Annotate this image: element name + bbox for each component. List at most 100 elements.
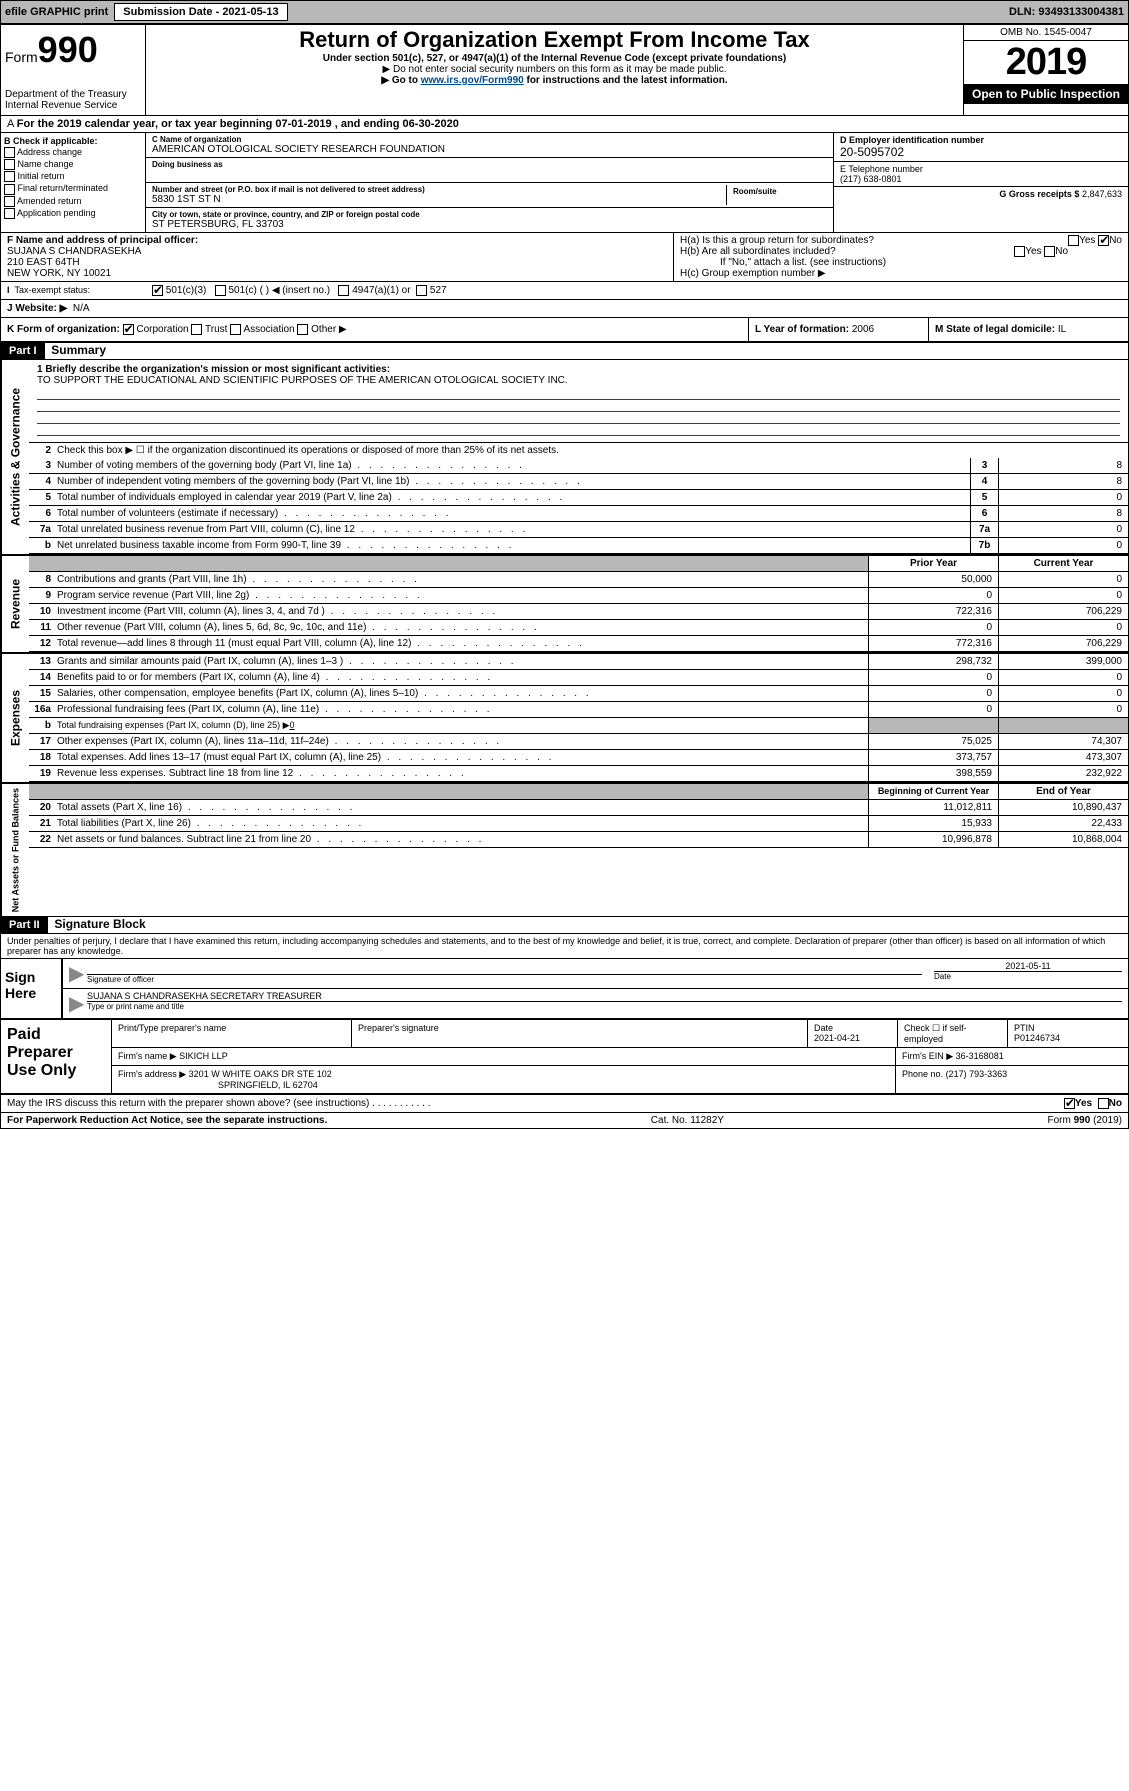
mission-text: TO SUPPORT THE EDUCATIONAL AND SCIENTIFI… <box>37 375 568 386</box>
j-label: J Website: ▶ <box>7 303 67 314</box>
preparer-name-hdr: Print/Type preparer's name <box>112 1020 352 1047</box>
i-label: Tax-exempt status: <box>15 285 91 295</box>
501c3: 501(c)(3) <box>166 285 207 296</box>
summary-row: 16a Professional fundraising fees (Part … <box>29 702 1128 718</box>
b-application: Application pending <box>17 208 96 218</box>
g-label: G Gross receipts $ <box>999 189 1079 199</box>
goto-note: ▶ Go to www.irs.gov/Form990 for instruct… <box>150 75 959 86</box>
k-other: Other ▶ <box>311 324 346 335</box>
col-c: C Name of organization AMERICAN OTOLOGIC… <box>146 133 833 232</box>
summary-row: 15 Salaries, other compensation, employe… <box>29 686 1128 702</box>
omb-number: OMB No. 1545-0047 <box>964 25 1128 41</box>
summary-row: 8 Contributions and grants (Part VIII, l… <box>29 572 1128 588</box>
firm-name-label: Firm's name ▶ <box>118 1051 177 1061</box>
c-name-label: C Name of organization <box>152 135 827 144</box>
summary-row: b Net unrelated business taxable income … <box>29 538 1128 554</box>
sign-here-label: Sign Here <box>1 959 61 1018</box>
efile-label: efile GRAPHIC print <box>5 6 108 18</box>
dln-label: DLN: 93493133004381 <box>1009 6 1124 18</box>
activities-section: Activities & Governance 1 Briefly descri… <box>1 360 1128 556</box>
goto-pre: ▶ Go to <box>381 75 420 86</box>
net-assets-section: Net Assets or Fund Balances Beginning of… <box>1 784 1128 917</box>
line2-text: Check this box ▶ ☐ if the organization d… <box>55 443 1128 458</box>
summary-row: 5 Total number of individuals employed i… <box>29 490 1128 506</box>
paid-preparer-label: Paid Preparer Use Only <box>1 1020 111 1093</box>
summary-row: 17 Other expenses (Part IX, column (A), … <box>29 734 1128 750</box>
form-container: Form990 Department of the Treasury Inter… <box>0 24 1129 1129</box>
calendar-year-row: A For the 2019 calendar year, or tax yea… <box>1 116 1128 133</box>
ssn-note: ▶ Do not enter social security numbers o… <box>150 64 959 75</box>
firm-name: SIKICH LLP <box>179 1051 228 1061</box>
goto-post: for instructions and the latest informat… <box>524 75 728 86</box>
sign-date-label: Date <box>934 972 1122 981</box>
firm-ein-label: Firm's EIN ▶ <box>902 1051 953 1061</box>
summary-row: 10 Investment income (Part VIII, column … <box>29 604 1128 620</box>
tax-year: 2019 <box>964 41 1128 84</box>
firm-addr2: SPRINGFIELD, IL 62704 <box>118 1080 318 1090</box>
side-net: Net Assets or Fund Balances <box>1 784 29 916</box>
section-fh: F Name and address of principal officer:… <box>1 233 1128 282</box>
m-label: M State of legal domicile: <box>935 324 1055 335</box>
discuss-yes: Yes <box>1075 1099 1092 1110</box>
501c: 501(c) ( ) ◀ (insert no.) <box>228 285 330 296</box>
summary-row: 9 Program service revenue (Part VIII, li… <box>29 588 1128 604</box>
part-i-header: Part I Summary <box>1 343 1128 360</box>
firm-phone-label: Phone no. <box>902 1069 943 1079</box>
submission-date-button[interactable]: Submission Date - 2021-05-13 <box>114 3 287 21</box>
revenue-section: Revenue Prior Year Current Year 8 Contri… <box>1 556 1128 654</box>
phone-value: (217) 638-0801 <box>840 174 1122 184</box>
sign-date: 2021-05-11 <box>934 961 1122 972</box>
part-ii-badge: Part II <box>1 917 48 933</box>
hb-label: H(b) Are all subordinates included? <box>680 246 836 257</box>
summary-row: 7a Total unrelated business revenue from… <box>29 522 1128 538</box>
b-label: B Check if applicable: <box>4 136 98 146</box>
summary-row: 22 Net assets or fund balances. Subtract… <box>29 832 1128 848</box>
col-begin: Beginning of Current Year <box>868 784 998 799</box>
website-row: J Website: ▶ N/A <box>1 300 1128 318</box>
form-id-footer: Form 990 (2019) <box>1048 1115 1122 1126</box>
summary-row: 19 Revenue less expenses. Subtract line … <box>29 766 1128 782</box>
gross-receipts: 2,847,633 <box>1082 189 1122 199</box>
preparer-sig-hdr: Preparer's signature <box>352 1020 808 1047</box>
form-990-number: 990 <box>38 29 98 70</box>
part-i-badge: Part I <box>1 343 45 359</box>
line16b-val: 0 <box>290 720 295 730</box>
top-toolbar: efile GRAPHIC print Submission Date - 20… <box>0 0 1129 24</box>
b-name-change: Name change <box>18 159 74 169</box>
line16b-text: Total fundraising expenses (Part IX, col… <box>57 720 290 730</box>
summary-row: 3 Number of voting members of the govern… <box>29 458 1128 474</box>
side-revenue: Revenue <box>1 556 29 652</box>
part-ii-header: Part II Signature Block <box>1 917 1128 934</box>
city-state-zip: ST PETERSBURG, FL 33703 <box>152 219 827 230</box>
dots: . . . . . . . . . . . <box>372 1098 430 1109</box>
open-inspection: Open to Public Inspection <box>964 84 1128 104</box>
f-label: F Name and address of principal officer: <box>7 235 198 246</box>
col-end: End of Year <box>998 784 1128 799</box>
org-name: AMERICAN OTOLOGICAL SOCIETY RESEARCH FOU… <box>152 144 827 155</box>
b-amended: Amended return <box>17 196 82 206</box>
side-activities: Activities & Governance <box>1 360 29 554</box>
discuss-question: May the IRS discuss this return with the… <box>7 1098 369 1109</box>
officer-printed-name: SUJANA S CHANDRASEKHA SECRETARY TREASURE… <box>87 991 1122 1002</box>
col-de: D Employer identification number 20-5095… <box>833 133 1128 232</box>
paperwork-notice: For Paperwork Reduction Act Notice, see … <box>7 1115 327 1126</box>
sig-officer-label: Signature of officer <box>87 975 922 984</box>
summary-row: 18 Total expenses. Add lines 13–17 (must… <box>29 750 1128 766</box>
ha-no: No <box>1109 235 1122 246</box>
b-address-change: Address change <box>17 147 82 157</box>
dept-label: Department of the Treasury Internal Reve… <box>5 89 141 111</box>
hb-no: No <box>1055 246 1068 257</box>
city-label: City or town, state or province, country… <box>152 210 827 219</box>
section-bcdefg: B Check if applicable: Address change Na… <box>1 133 1128 233</box>
part-ii-title: Signature Block <box>50 917 145 931</box>
form990-link[interactable]: www.irs.gov/Form990 <box>421 75 524 86</box>
k-label: K Form of organization: <box>7 324 120 335</box>
state-domicile: IL <box>1058 324 1066 335</box>
summary-row: 21 Total liabilities (Part X, line 26) 1… <box>29 816 1128 832</box>
paid-preparer-block: Paid Preparer Use Only Print/Type prepar… <box>1 1018 1128 1095</box>
form-subtitle: Under section 501(c), 527, or 4947(a)(1)… <box>150 53 959 64</box>
officer-addr2: NEW YORK, NY 10021 <box>7 268 111 279</box>
summary-row: 20 Total assets (Part X, line 16) 11,012… <box>29 800 1128 816</box>
side-expenses: Expenses <box>1 654 29 782</box>
k-assoc: Association <box>243 324 294 335</box>
